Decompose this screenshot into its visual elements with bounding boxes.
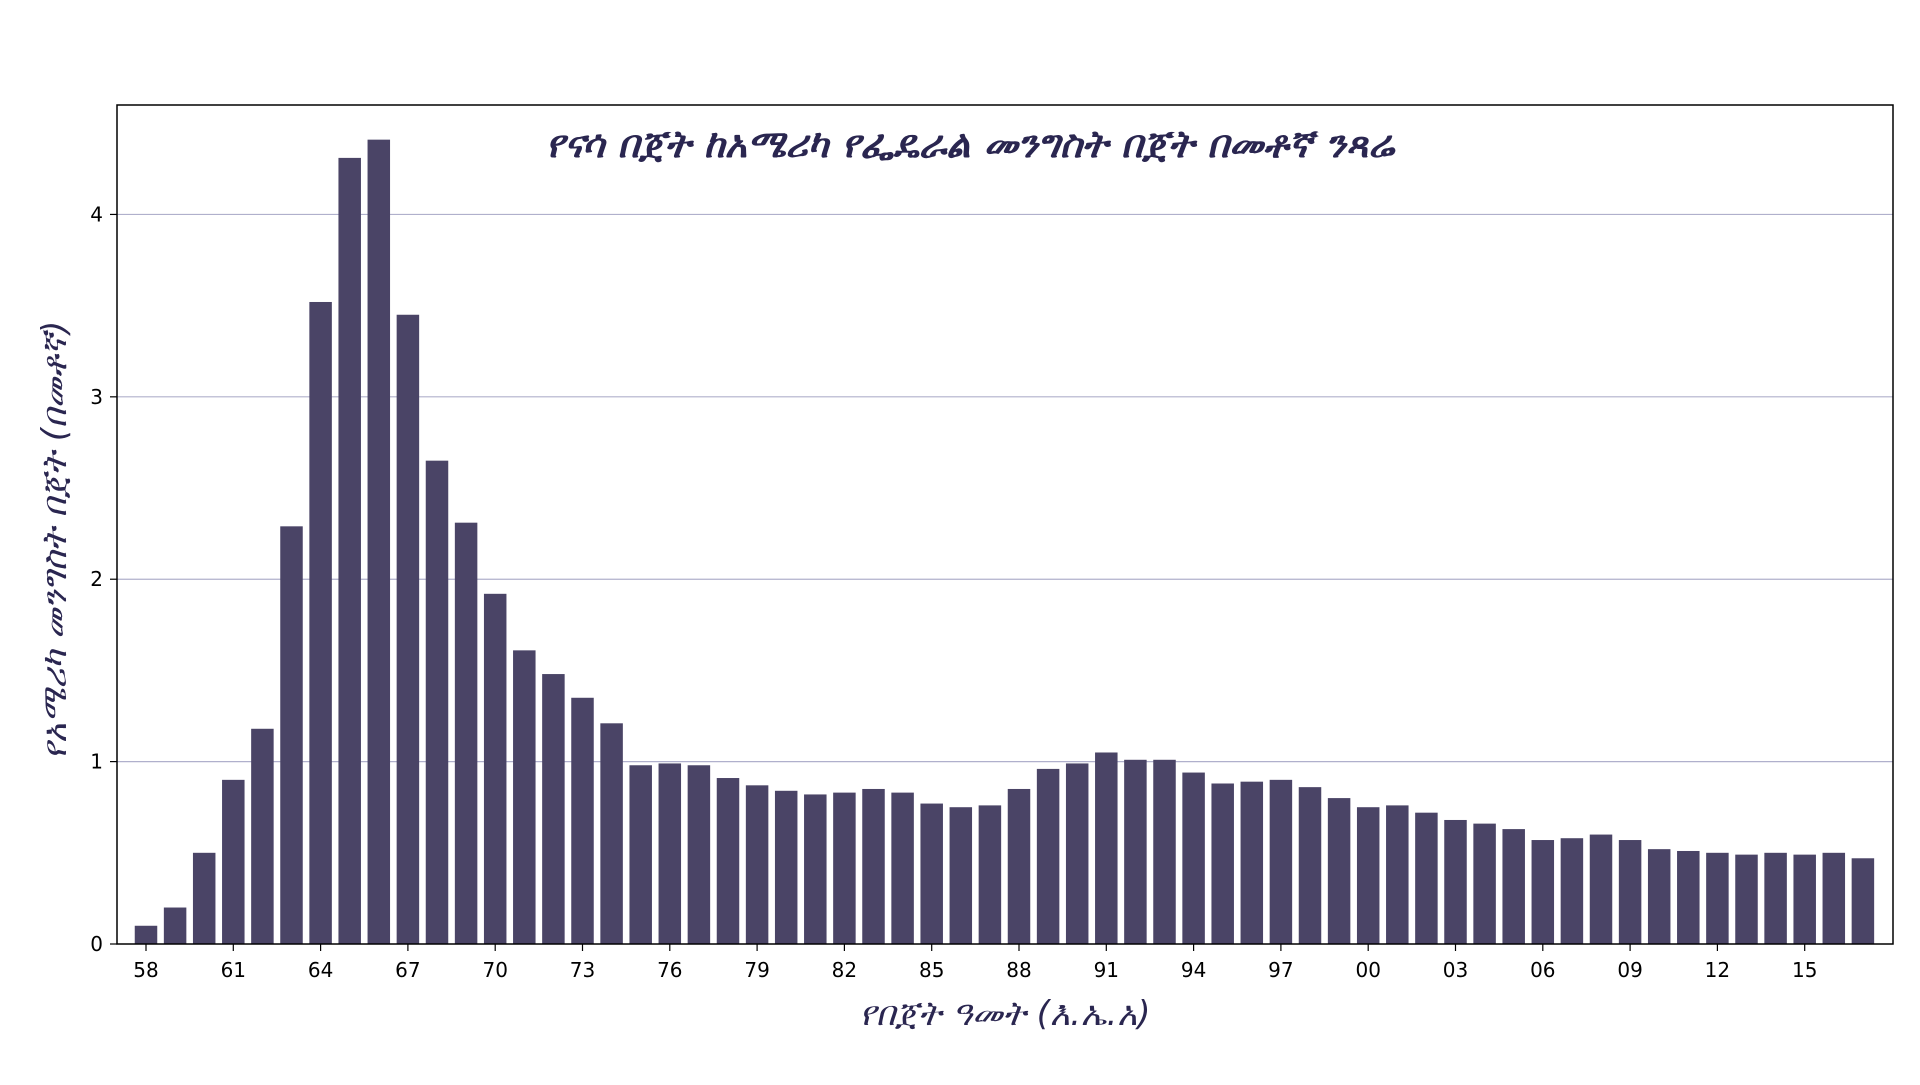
x-tick-label: 67 [395,958,420,982]
bar-90 [1065,763,1089,944]
bar-02 [1415,812,1438,944]
bar-99 [1327,798,1351,944]
bar-60 [192,852,216,944]
bar-78 [716,778,740,944]
x-tick-label: 00 [1355,958,1380,982]
bar-62 [251,728,274,944]
bar-81 [804,794,827,944]
x-tick-label: 12 [1705,958,1730,982]
bar-72 [542,674,565,944]
bar-95 [1211,783,1234,944]
x-tick-label: 61 [221,958,246,982]
x-tick-label: 94 [1181,958,1206,982]
y-tick-label: 1 [90,750,103,774]
bar-17 [1851,858,1875,944]
bar-88 [1007,788,1031,944]
bar-09 [1618,840,1642,944]
bars [134,139,1875,944]
bar-13 [1735,854,1758,944]
bar-86 [949,807,973,944]
bar-91 [1095,752,1118,944]
y-tick-label: 3 [90,385,103,409]
bar-12 [1706,852,1729,944]
x-tick-label: 79 [744,958,769,982]
y-axis-ticks: 0 1 2 3 4 [90,202,117,956]
bar-69 [454,522,478,944]
bar-98 [1298,787,1322,944]
bar-63 [280,526,303,944]
x-tick-label: 85 [919,958,944,982]
x-tick-label: 15 [1792,958,1817,982]
bar-77 [687,765,711,944]
bar-06 [1531,840,1555,944]
plot-frame [116,104,1894,945]
bar-73 [571,697,594,944]
bar-89 [1036,768,1060,944]
x-tick-label: 97 [1268,958,1293,982]
x-tick-label: 73 [570,958,595,982]
x-tick-label: 06 [1530,958,1555,982]
bar-93 [1153,759,1176,944]
x-axis-ticks: 58 61 64 67 70 73 76 79 82 85 88 91 94 97 00 03 06 09 12 15 [133,944,1817,982]
y-tick-label: 0 [90,932,103,956]
bar-71 [513,650,536,944]
x-tick-label: 03 [1443,958,1468,982]
bar-87 [978,805,1002,944]
x-tick-label: 09 [1617,958,1642,982]
chart-title: የናሳ በጀት ከአሜሪካ የፌዴራል መንግስት በጀት በመቶኛ ንጻሬ [546,122,1397,166]
bar-82 [833,792,856,944]
x-tick-label: 64 [308,958,333,982]
bar-92 [1124,759,1147,944]
bar-83 [862,788,885,944]
x-tick-label: 76 [657,958,682,982]
x-tick-label: 58 [133,958,158,982]
bar-59 [163,907,187,944]
bar-14 [1764,852,1787,944]
bar-75 [629,765,652,944]
bar-03 [1444,819,1467,944]
bar-70 [483,593,507,944]
bar-16 [1822,852,1846,944]
bar-79 [745,785,769,944]
bar-76 [658,763,682,944]
bar-97 [1269,779,1293,944]
bar-01 [1386,805,1409,944]
x-tick-label: 82 [832,958,857,982]
bar-64 [309,301,332,944]
bar-10 [1647,849,1671,944]
y-axis-title: የአሜሪካ መንግስት በጀት (በመቶኛ) [35,321,75,760]
bar-00 [1356,807,1380,944]
bar-11 [1677,850,1700,944]
y-tick-label: 4 [90,202,103,226]
x-tick-label: 88 [1006,958,1031,982]
bar-08 [1589,834,1613,944]
bar-66 [367,139,391,944]
bar-07 [1560,838,1584,944]
x-axis-title: የበጀት ዓመት (እ.ኤ.አ) [859,994,1150,1034]
y-tick-label: 2 [90,567,103,591]
bar-65 [338,157,361,944]
bar-67 [396,314,420,944]
bar-74 [600,723,623,944]
bar-15 [1793,854,1816,944]
bar-58 [134,925,158,944]
x-tick-label: 91 [1094,958,1119,982]
x-tick-label: 70 [482,958,507,982]
bar-61 [222,779,245,944]
bar-84 [891,792,914,944]
bar-85 [920,803,943,944]
bar-05 [1502,829,1525,944]
bar-94 [1182,772,1205,944]
bar-68 [425,460,449,944]
bar-96 [1240,781,1264,944]
bar-80 [774,790,798,944]
bar-04 [1473,823,1496,944]
